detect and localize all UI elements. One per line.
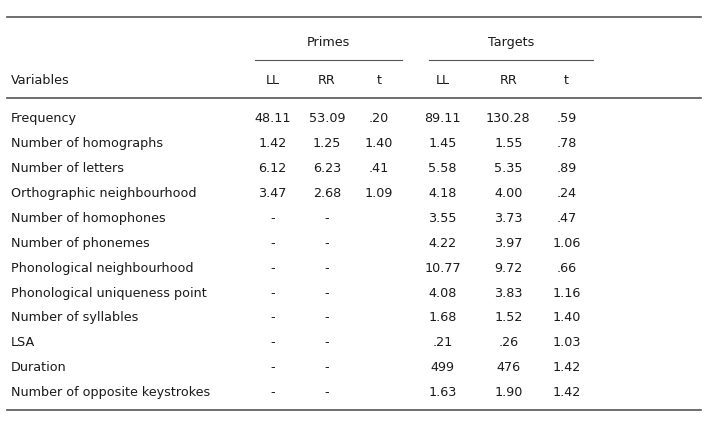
Text: .66: .66 bbox=[556, 262, 576, 275]
Text: Phonological neighbourhood: Phonological neighbourhood bbox=[11, 262, 193, 275]
Text: -: - bbox=[325, 336, 329, 349]
Text: 6.12: 6.12 bbox=[258, 162, 287, 175]
Text: LSA: LSA bbox=[11, 336, 35, 349]
Text: -: - bbox=[325, 311, 329, 325]
Text: .47: .47 bbox=[556, 212, 576, 225]
Text: 1.42: 1.42 bbox=[258, 137, 287, 150]
Text: 89.11: 89.11 bbox=[424, 112, 461, 125]
Text: 1.40: 1.40 bbox=[365, 137, 393, 150]
Text: RR: RR bbox=[318, 74, 336, 87]
Text: LL: LL bbox=[435, 74, 450, 87]
Text: 3.73: 3.73 bbox=[494, 212, 523, 225]
Text: Number of syllables: Number of syllables bbox=[11, 311, 138, 325]
Text: t: t bbox=[376, 74, 382, 87]
Text: 1.45: 1.45 bbox=[428, 137, 457, 150]
Text: 1.25: 1.25 bbox=[313, 137, 341, 150]
Text: -: - bbox=[270, 262, 275, 275]
Text: 3.55: 3.55 bbox=[428, 212, 457, 225]
Text: -: - bbox=[325, 212, 329, 225]
Text: RR: RR bbox=[499, 74, 518, 87]
Text: -: - bbox=[270, 287, 275, 300]
Text: 1.63: 1.63 bbox=[428, 386, 457, 399]
Text: 1.90: 1.90 bbox=[494, 386, 523, 399]
Text: -: - bbox=[325, 361, 329, 374]
Text: 9.72: 9.72 bbox=[494, 262, 523, 275]
Text: Number of letters: Number of letters bbox=[11, 162, 124, 175]
Text: 48.11: 48.11 bbox=[254, 112, 291, 125]
Text: 3.83: 3.83 bbox=[494, 287, 523, 300]
Text: 4.18: 4.18 bbox=[428, 187, 457, 200]
Text: -: - bbox=[270, 386, 275, 399]
Text: Targets: Targets bbox=[488, 36, 535, 49]
Text: -: - bbox=[325, 287, 329, 300]
Text: 5.35: 5.35 bbox=[494, 162, 523, 175]
Text: LL: LL bbox=[266, 74, 280, 87]
Text: .20: .20 bbox=[369, 112, 389, 125]
Text: 1.52: 1.52 bbox=[494, 311, 523, 325]
Text: 1.09: 1.09 bbox=[365, 187, 393, 200]
Text: 4.22: 4.22 bbox=[428, 237, 457, 250]
Text: Primes: Primes bbox=[307, 36, 350, 49]
Text: 10.77: 10.77 bbox=[424, 262, 461, 275]
Text: .24: .24 bbox=[556, 187, 576, 200]
Text: 2.68: 2.68 bbox=[313, 187, 341, 200]
Text: 53.09: 53.09 bbox=[309, 112, 346, 125]
Text: -: - bbox=[270, 336, 275, 349]
Text: Number of opposite keystrokes: Number of opposite keystrokes bbox=[11, 386, 210, 399]
Text: 1.42: 1.42 bbox=[552, 386, 581, 399]
Text: 1.03: 1.03 bbox=[552, 336, 581, 349]
Text: 3.97: 3.97 bbox=[494, 237, 523, 250]
Text: Number of homographs: Number of homographs bbox=[11, 137, 163, 150]
Text: Orthographic neighbourhood: Orthographic neighbourhood bbox=[11, 187, 196, 200]
Text: .78: .78 bbox=[556, 137, 576, 150]
Text: 1.40: 1.40 bbox=[552, 311, 581, 325]
Text: Number of homophones: Number of homophones bbox=[11, 212, 166, 225]
Text: Phonological uniqueness point: Phonological uniqueness point bbox=[11, 287, 206, 300]
Text: .21: .21 bbox=[433, 336, 452, 349]
Text: 476: 476 bbox=[496, 361, 520, 374]
Text: 499: 499 bbox=[430, 361, 455, 374]
Text: -: - bbox=[270, 237, 275, 250]
Text: 1.55: 1.55 bbox=[494, 137, 523, 150]
Text: 1.68: 1.68 bbox=[428, 311, 457, 325]
Text: 4.08: 4.08 bbox=[428, 287, 457, 300]
Text: .89: .89 bbox=[556, 162, 576, 175]
Text: .26: .26 bbox=[498, 336, 518, 349]
Text: -: - bbox=[325, 386, 329, 399]
Text: -: - bbox=[270, 311, 275, 325]
Text: 5.58: 5.58 bbox=[428, 162, 457, 175]
Text: .59: .59 bbox=[556, 112, 576, 125]
Text: -: - bbox=[325, 262, 329, 275]
Text: -: - bbox=[270, 361, 275, 374]
Text: -: - bbox=[325, 237, 329, 250]
Text: Number of phonemes: Number of phonemes bbox=[11, 237, 149, 250]
Text: .41: .41 bbox=[369, 162, 389, 175]
Text: 3.47: 3.47 bbox=[258, 187, 287, 200]
Text: Duration: Duration bbox=[11, 361, 67, 374]
Text: 4.00: 4.00 bbox=[494, 187, 523, 200]
Text: 1.42: 1.42 bbox=[552, 361, 581, 374]
Text: -: - bbox=[270, 212, 275, 225]
Text: t: t bbox=[564, 74, 569, 87]
Text: 130.28: 130.28 bbox=[486, 112, 531, 125]
Text: 1.16: 1.16 bbox=[552, 287, 581, 300]
Text: 6.23: 6.23 bbox=[313, 162, 341, 175]
Text: Variables: Variables bbox=[11, 74, 69, 87]
Text: Frequency: Frequency bbox=[11, 112, 76, 125]
Text: 1.06: 1.06 bbox=[552, 237, 581, 250]
